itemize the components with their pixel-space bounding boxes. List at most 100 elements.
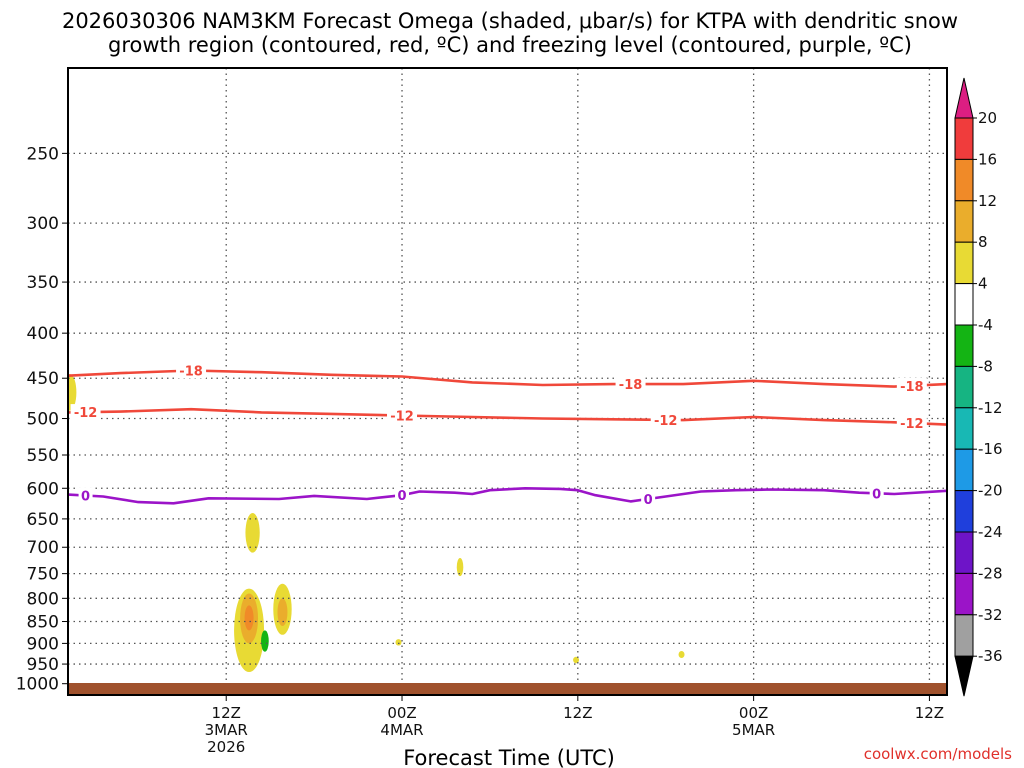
colorbar-top-arrow	[954, 77, 974, 119]
x-tick-label: 12Z	[915, 704, 944, 722]
contour-label-bg	[650, 411, 681, 428]
contour-label: 0	[81, 490, 90, 505]
x-tick-label: 3MAR	[205, 721, 248, 739]
contour-label-bg	[395, 487, 410, 504]
y-tick-label: 500	[27, 410, 59, 430]
x-tick-label: 4MAR	[380, 721, 423, 739]
y-tick-label: 300	[27, 214, 59, 234]
contour-label: -12	[654, 414, 678, 429]
colorbar-swatch	[954, 365, 974, 409]
omega-region-3	[244, 605, 254, 631]
y-tick-label: 350	[27, 273, 59, 293]
colorbar-swatch	[954, 448, 974, 492]
contour-line-1	[68, 407, 947, 426]
colorbar-swatch	[954, 200, 974, 243]
colorbar-label: -4	[978, 316, 993, 334]
colorbar-label: -20	[978, 482, 1003, 500]
colorbar-label: 4	[978, 275, 988, 293]
colorbar-label: -24	[978, 523, 1003, 541]
chart-title-line1: 2026030306 NAM3KM Forecast Omega (shaded…	[62, 9, 958, 33]
contour-layer: -18 -18 -18 -12 -12 -12 -12 0 0 0 0	[68, 362, 947, 508]
colorbar-swatch	[954, 241, 974, 285]
colorbar-swatch	[954, 614, 974, 657]
y-tick-label: 750	[27, 565, 59, 585]
colorbar-label: -28	[978, 564, 1003, 582]
y-tick-label: 900	[27, 634, 59, 654]
colorbar-swatch	[954, 531, 974, 574]
contour-label: -18	[179, 364, 203, 379]
omega-region-7	[395, 639, 402, 646]
contour-label: 0	[644, 493, 653, 508]
omega-shaded-layer	[68, 373, 685, 673]
y-tick-label: 550	[27, 446, 59, 466]
contour-line-2	[68, 487, 947, 505]
y-tick-label: 250	[27, 144, 59, 164]
colorbar-swatch	[954, 283, 974, 326]
colorbar-label: -36	[978, 647, 1003, 665]
contour-label-bg	[896, 377, 927, 394]
x-tick-label: 5MAR	[732, 721, 775, 739]
omega-region-0	[245, 512, 260, 553]
y-tick-label: 950	[27, 655, 59, 675]
x-tick-label: 12Z	[563, 704, 592, 722]
contour-label-bg	[896, 415, 927, 432]
colorbar-label: 20	[978, 109, 997, 127]
contour-label: -18	[619, 378, 643, 393]
colorbar-swatch	[954, 117, 974, 160]
colorbar-swatch	[954, 407, 974, 450]
y-axis: 2503003504004505005506006507007508008509…	[16, 144, 68, 695]
contour-label-bg	[176, 362, 207, 379]
omega-region-10	[678, 650, 685, 658]
colorbar-label: 12	[978, 192, 997, 210]
colorbar-label: -12	[978, 399, 1003, 417]
colorbar-label: 16	[978, 150, 997, 168]
contour-label: -12	[900, 417, 924, 432]
colorbar-label: -8	[978, 357, 993, 375]
contour-label: -12	[74, 406, 98, 421]
y-tick-label: 400	[27, 324, 59, 344]
contour-label-bg	[70, 404, 101, 421]
contour-label: 0	[397, 489, 406, 504]
x-tick-label: 00Z	[387, 704, 416, 722]
omega-region-6	[261, 630, 269, 652]
x-axis-label: Forecast Time (UTC)	[403, 746, 615, 768]
omega-region-8	[456, 558, 464, 577]
contour-label-bg	[641, 490, 656, 507]
contour-label-bg	[869, 485, 884, 502]
contour-label-bg	[78, 487, 93, 504]
y-tick-label: 850	[27, 613, 59, 633]
x-tick-label: 2026	[207, 738, 245, 756]
colorbar-swatch	[954, 324, 974, 367]
colorbar-label: -32	[978, 606, 1003, 624]
colorbar-swatch	[954, 490, 974, 533]
contour-label-bg	[615, 376, 646, 393]
colorbar-label: -16	[978, 440, 1003, 458]
colorbar-swatch	[954, 158, 974, 202]
y-tick-label: 1000	[16, 675, 59, 695]
plot-frame	[67, 67, 948, 696]
colorbar-label: 8	[978, 233, 988, 251]
x-tick-label: 12Z	[212, 704, 241, 722]
colorbar-bottom-arrow	[954, 655, 974, 697]
omega-colorbar: 20 16 12 8 4 -4 -8 -12 -16 -20 -24 -28 -32 -36	[954, 77, 1003, 697]
contour-label: 0	[872, 487, 881, 502]
contour-label-bg	[387, 407, 418, 424]
x-tick-label: 00Z	[739, 704, 768, 722]
grid-layer	[68, 68, 947, 695]
omega-region-5	[277, 598, 288, 626]
contour-label: -12	[390, 409, 414, 424]
contour-label: -18	[900, 380, 924, 395]
ground-surface	[69, 683, 946, 694]
y-tick-label: 450	[27, 369, 59, 389]
omega-region-11	[68, 373, 77, 411]
chart-title-line2: growth region (contoured, red, ºC) and f…	[108, 33, 912, 57]
y-tick-label: 650	[27, 510, 59, 530]
credit-text: coolwx.com/models	[864, 745, 1012, 763]
y-tick-label: 800	[27, 589, 59, 609]
colorbar-swatch	[954, 572, 974, 616]
y-tick-label: 700	[27, 538, 59, 558]
y-tick-label: 600	[27, 479, 59, 499]
omega-region-9	[573, 656, 580, 664]
